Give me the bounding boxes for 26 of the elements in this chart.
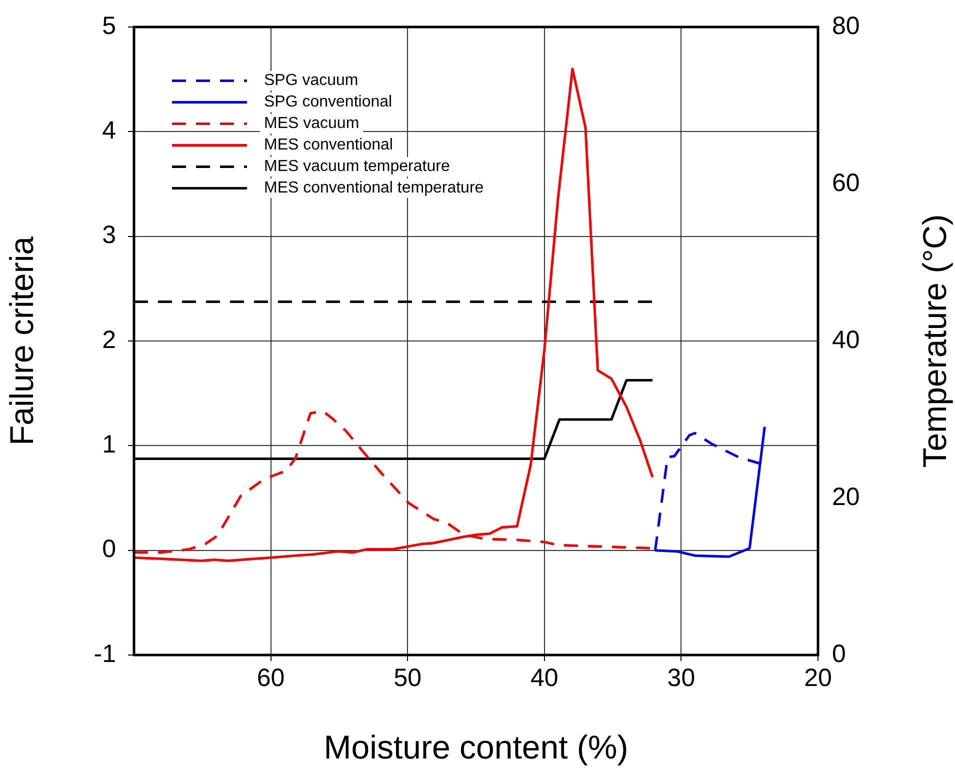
legend-label: MES vacuum — [264, 115, 360, 132]
legend-label: MES vacuum temperature — [264, 158, 450, 176]
legend-label: MES conventional — [264, 136, 393, 154]
x-tick-label: 50 — [394, 664, 422, 692]
x-tick-label: 30 — [667, 664, 696, 692]
y-tick-label: 3 — [102, 221, 116, 250]
y-tick-label: -1 — [94, 640, 116, 668]
x-tick-label: 20 — [804, 664, 832, 692]
y-tick-label: 0 — [102, 535, 116, 564]
y2-tick-label: 20 — [832, 482, 860, 511]
x-axis-title: Moisture content (%) — [324, 728, 628, 766]
y-axis-title: Failure criteria — [2, 236, 40, 446]
y2-tick-label: 0 — [832, 640, 846, 668]
legend-label: SPG conventional — [264, 94, 392, 111]
y2-tick-label: 40 — [832, 326, 860, 354]
legend-label: MES conventional temperature — [264, 180, 484, 197]
y-tick-label: 1 — [102, 430, 116, 459]
x-tick-label: 60 — [256, 664, 285, 692]
y2-tick-label: 80 — [832, 12, 860, 40]
y2-axis-title: Temperature (°C) — [916, 214, 954, 468]
y-tick-label: 4 — [102, 116, 116, 145]
y2-tick-label: 60 — [832, 168, 860, 197]
y-tick-label: 5 — [102, 12, 116, 40]
y-tick-label: 2 — [102, 326, 116, 354]
legend-label: SPG vacuum — [264, 72, 358, 90]
x-tick-label: 40 — [530, 664, 558, 692]
